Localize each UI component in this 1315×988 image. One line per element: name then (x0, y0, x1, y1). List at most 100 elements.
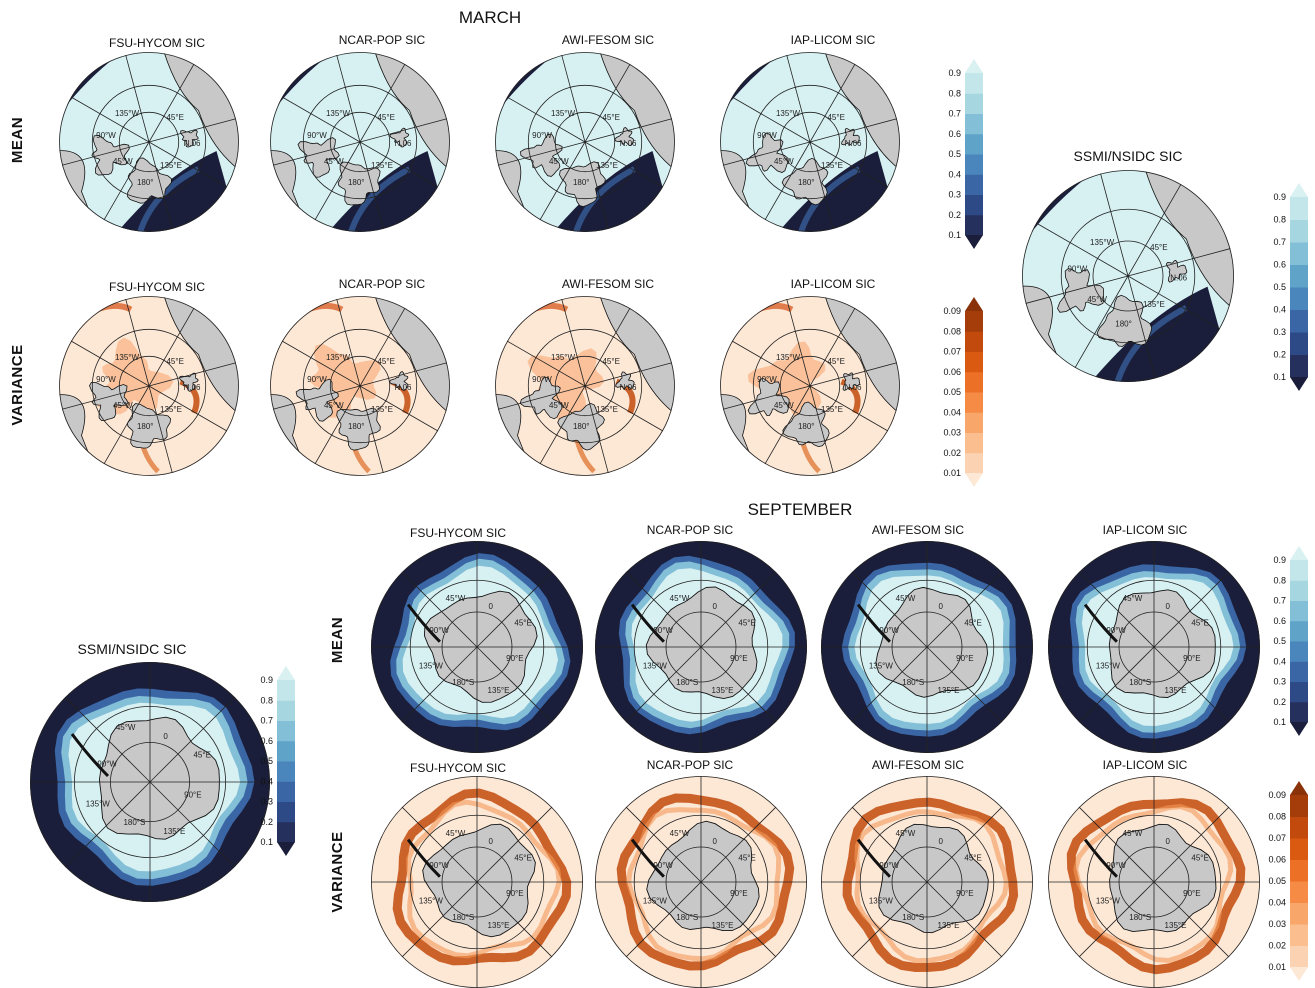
march-mean-title-4: IAP-LICOM SIC (790, 33, 876, 47)
graticule-label: 0 (1166, 602, 1171, 611)
march-variance-map-3: 45°E N.06 135°E 180° 45°W 90°W 135°W (495, 296, 675, 476)
march-mean-title-2: NCAR-POP SIC (338, 33, 426, 47)
colorbar-tick-label: 0.6 (260, 736, 273, 746)
september-variance-map-1: 0 45°E 90°E 135°E 180°S 135°W 90°W 45°W (371, 776, 583, 988)
colorbar-segment (965, 452, 983, 474)
graticule-label: 90°W (879, 626, 899, 635)
colorbar-segment (1290, 580, 1308, 601)
september-obs-colorbar: 0.9 0.8 0.7 0.6 0.5 0.4 0.3 0.2 0.1 (260, 666, 295, 856)
colorbar-tick-label: 0.8 (260, 695, 273, 705)
graticule-label: N.06 (184, 139, 201, 148)
sep-mean-title-2: NCAR-POP SIC (646, 523, 734, 537)
graticule-label: 90°W (653, 626, 673, 635)
colorbar-segment (1290, 795, 1308, 817)
graticule-label: 135°W (776, 353, 801, 362)
graticule-label: 90°W (307, 131, 327, 140)
graticule-label: 180°S (902, 678, 924, 687)
colorbar-tick-label: 0.9 (948, 68, 961, 78)
graticule-label: 45°W (896, 594, 916, 603)
colorbar-tick-label: 0.06 (943, 367, 961, 377)
graticule: 0 45°E 90°E 135°E 180°S 135°W 90°W 45°W (371, 776, 583, 988)
graticule: 0 45°E 90°E 135°E 180°S 135°W 90°W 45°W (821, 776, 1033, 988)
graticule-label: 90°W (532, 375, 552, 384)
colorbar-tick-label: 0.07 (943, 347, 961, 357)
colorbar-tick-label: 0.02 (1268, 941, 1286, 951)
colorbar-tick-label: 0.6 (1273, 616, 1286, 626)
colorbar-segment (1290, 242, 1308, 265)
colorbar-segment (965, 351, 983, 373)
graticule-label: 135°W (1090, 238, 1115, 247)
colorbar-extend-bottom (965, 473, 983, 487)
march-var-title-3: AWI-FESOM SIC (561, 277, 655, 291)
graticule-label: N.06 (620, 139, 637, 148)
march-mean-map-1: 45°E N.06 135°E 180° 45°W 90°W 135°W (59, 52, 239, 232)
graticule-label: 45°E (738, 618, 755, 627)
march-variance-map-1: 45°E N.06 135°E 180° 45°W 90°W 135°W (59, 296, 239, 476)
graticule-label: 180° (1115, 320, 1132, 329)
graticule: 45°E N.06 135°E 180° 45°W 90°W 135°W (722, 298, 898, 474)
graticule-label: 45°E (1191, 853, 1208, 862)
graticule-label: 45°W (1087, 295, 1107, 304)
graticule-label: 90°W (307, 375, 327, 384)
graticule-label: 135°E (1165, 686, 1187, 695)
graticule-label: 135°W (551, 353, 576, 362)
colorbar-tick-label: 0.6 (948, 129, 961, 139)
colorbar-segment (1290, 701, 1308, 723)
graticule: 0 45°E 90°E 135°E 180°S 135°W 90°W 45°W (1048, 541, 1260, 753)
colorbar-segment (1290, 309, 1308, 333)
colorbar-tick-label: 0.09 (1268, 790, 1286, 800)
graticule-label: 180°S (452, 913, 474, 922)
colorbar-tick-label: 0.7 (948, 109, 961, 119)
colorbar-extend-bottom (965, 235, 983, 249)
graticule: 45°E N.06 135°E 180° 45°W 90°W 135°W (272, 298, 448, 474)
colorbar-extend-bottom (1290, 722, 1308, 736)
graticule-label: 45°W (324, 401, 344, 410)
colorbar-segment (965, 154, 983, 175)
colorbar-tick-label: 0.09 (943, 306, 961, 316)
september-obs-title: SSMI/NSIDC SIC (77, 641, 187, 657)
graticule-label: 90°E (506, 654, 523, 663)
graticule-label: 90°W (97, 759, 117, 768)
graticule-label: 180°S (1129, 913, 1151, 922)
graticule-label: 45°E (827, 357, 844, 366)
graticule-label: 135°W (643, 897, 668, 906)
colorbar-segment (1290, 332, 1308, 355)
graticule-label: 135°W (326, 353, 351, 362)
graticule-label: 90°E (506, 889, 523, 898)
graticule-label: 45°W (549, 401, 569, 410)
graticule-label: 90°E (1183, 654, 1200, 663)
colorbar-segment (965, 432, 983, 454)
graticule-label: 90°E (184, 791, 201, 800)
sep-mean-title-4: IAP-LICOM SIC (1102, 523, 1188, 537)
graticule-label: 0 (939, 837, 944, 846)
march-var-title-2: NCAR-POP SIC (338, 277, 426, 291)
graticule-label: N.06 (845, 139, 862, 148)
graticule-label: 0 (713, 602, 718, 611)
graticule-label: 90°E (1183, 889, 1200, 898)
graticule: 0 45°E 90°E 135°E 180°S 135°W 90°W 45°W (595, 776, 807, 988)
graticule-label: 135°W (551, 109, 576, 118)
graticule-label: 180°S (676, 913, 698, 922)
colorbar-segment (277, 740, 295, 762)
colorbar-tick-label: 0.07 (1268, 833, 1286, 843)
colorbar-tick-label: 0.7 (1273, 596, 1286, 606)
colorbar-extend-top (277, 666, 295, 680)
graticule-label: 135°W (326, 109, 351, 118)
graticule-label: 135°E (821, 161, 843, 170)
march-mean-row-label: MEAN (9, 116, 26, 164)
colorbar-segment (1290, 661, 1308, 682)
graticule-label: N.06 (620, 383, 637, 392)
colorbar-tick-label: 0.9 (1273, 555, 1286, 565)
graticule-label: 0 (939, 602, 944, 611)
september-title: SEPTEMBER (747, 500, 853, 519)
graticule-label: 45°W (446, 829, 466, 838)
graticule: 0 45°E 90°E 135°E 180°S 135°W 90°W 45°W (30, 662, 270, 902)
colorbar-tick-label: 0.2 (1273, 697, 1286, 707)
colorbar-tick-label: 0.05 (943, 387, 961, 397)
colorbar-segment (965, 311, 983, 332)
graticule-label: 180° (798, 178, 815, 187)
graticule-label: 135°E (160, 405, 182, 414)
colorbar-segment (277, 781, 295, 802)
colorbar-segment (1290, 287, 1308, 310)
graticule-label: 45°W (774, 157, 794, 166)
